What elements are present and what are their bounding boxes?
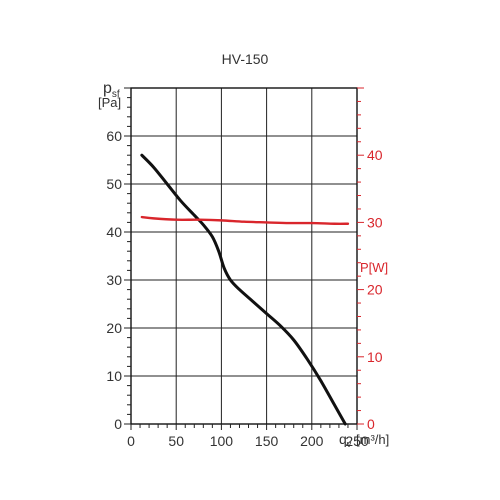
y-left-tick-label: 20 <box>106 320 122 336</box>
y-left-axis-label: psf <box>103 80 120 100</box>
y-right-tick-labels: 0 10 20 30 40 <box>367 147 383 432</box>
y-left-axis-label-main: p <box>103 80 112 97</box>
x-axis-label-sub: v <box>347 439 352 449</box>
y-left-axis-label-sub: sf <box>112 89 120 100</box>
x-tick-label: 50 <box>168 433 184 449</box>
plot-border <box>130 87 358 425</box>
y-right-tick-label: 10 <box>367 349 383 365</box>
y-left-tick-label: 50 <box>106 176 122 192</box>
y-right-tick-label: 20 <box>367 282 383 298</box>
y-left-tick-label: 10 <box>106 368 122 384</box>
x-axis-label-main: q <box>339 431 347 447</box>
y-left-axis-unit: [Pa] <box>98 95 121 110</box>
y-left-tick-label: 0 <box>114 416 122 432</box>
x-tick-label: 200 <box>300 433 324 449</box>
x-tick-label: 250 <box>345 433 369 449</box>
y-right-tick-label: 40 <box>367 147 383 163</box>
y-left-tick-label: 60 <box>106 128 122 144</box>
y-right-tick-label: 30 <box>367 214 383 230</box>
x-tick-labels: 0 50 100 150 200 250 <box>127 433 369 449</box>
chart-title: HV-150 <box>222 51 269 67</box>
x-tick-label: 150 <box>255 433 279 449</box>
y-left-tick-labels: 0 10 20 30 40 50 60 <box>106 128 122 432</box>
y-left-tick-label: 40 <box>106 224 122 240</box>
x-axis-unit: [m³/h] <box>356 432 389 447</box>
grid <box>124 87 364 430</box>
x-tick-label: 0 <box>127 433 135 449</box>
x-axis-label: qv <box>339 431 352 449</box>
y-right-tick-label: 0 <box>367 416 375 432</box>
x-tick-label: 100 <box>210 433 234 449</box>
y-left-tick-label: 30 <box>106 272 122 288</box>
power-curve-line <box>140 215 350 225</box>
series-layer <box>140 153 350 426</box>
pressure-curve-line <box>140 153 347 426</box>
y-right-axis-label: P[W] <box>360 260 388 275</box>
